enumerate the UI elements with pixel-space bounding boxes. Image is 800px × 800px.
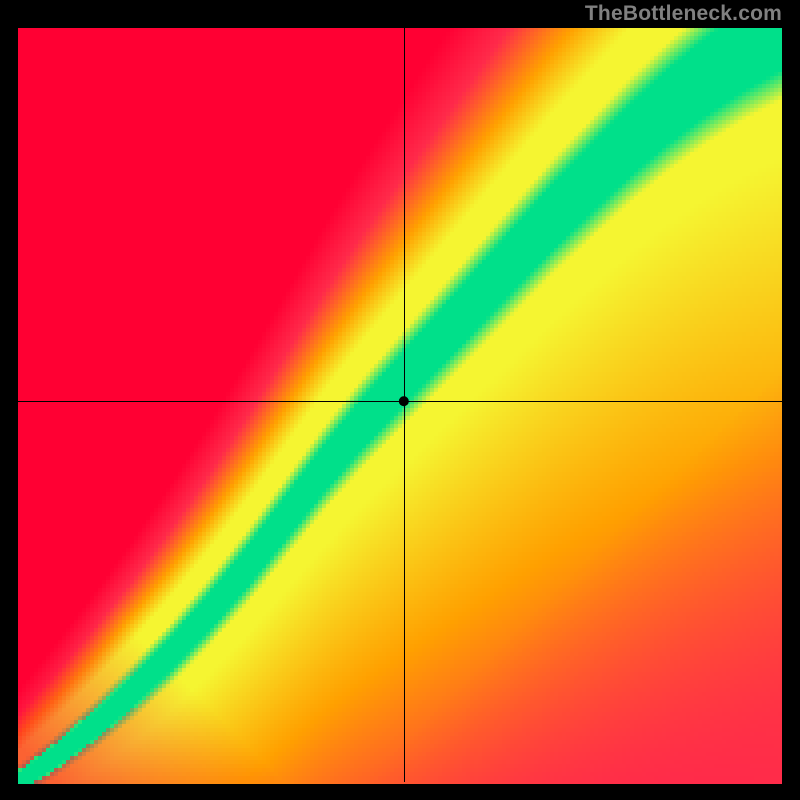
heatmap-canvas <box>0 0 800 800</box>
watermark-text: TheBottleneck.com <box>585 2 782 26</box>
chart-container: TheBottleneck.com <box>0 0 800 800</box>
